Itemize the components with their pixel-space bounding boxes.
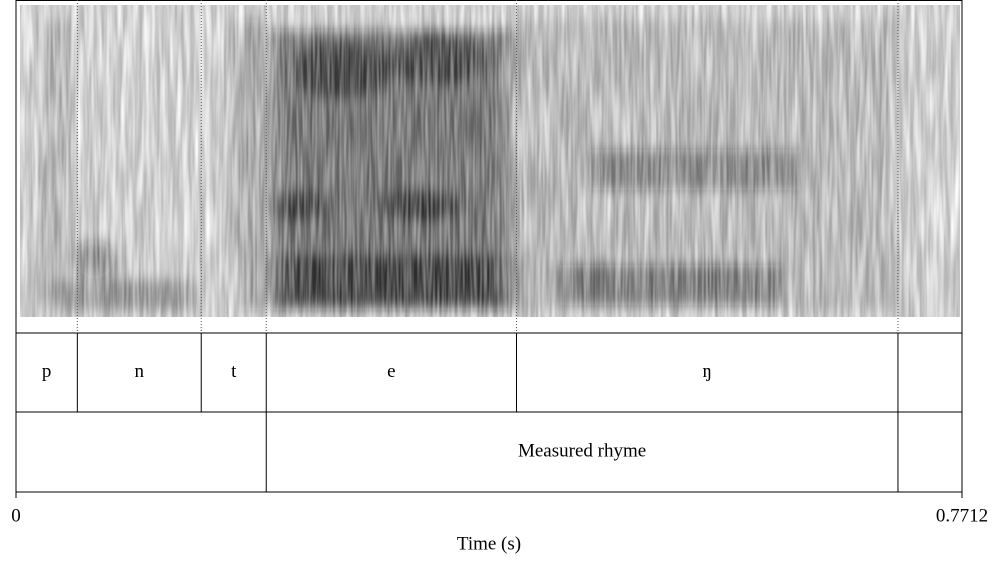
x-tick-label: 0.7712 bbox=[936, 505, 988, 526]
interval-label: ŋ bbox=[703, 361, 712, 382]
spectrogram bbox=[20, 5, 960, 317]
x-axis-label: Time (s) bbox=[457, 533, 521, 554]
interval-label: t bbox=[231, 361, 237, 382]
interval-label: e bbox=[387, 361, 395, 382]
frame bbox=[15, 0, 963, 493]
x-tick-label: 0 bbox=[11, 505, 21, 526]
interval-label: p bbox=[42, 361, 52, 382]
interval-label: n bbox=[135, 361, 145, 382]
interval-label: Measured rhyme bbox=[518, 440, 646, 461]
